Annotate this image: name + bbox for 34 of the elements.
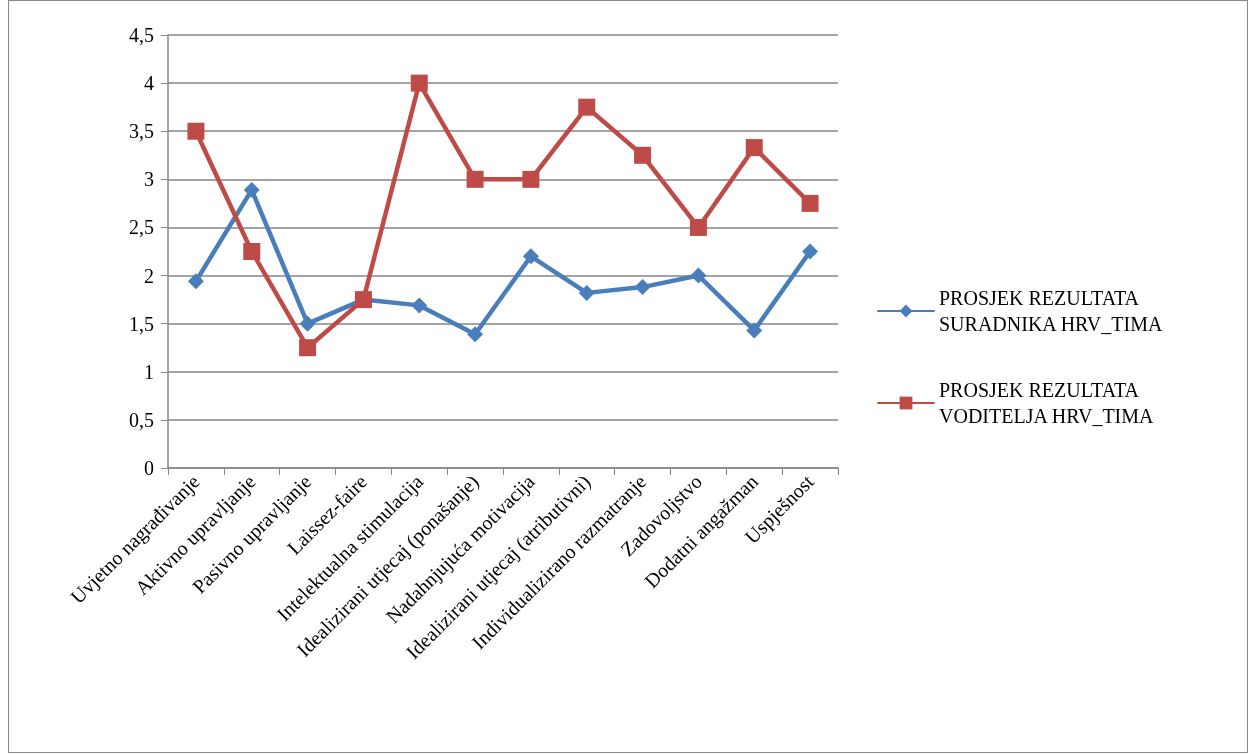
y-tick-label: 3 xyxy=(144,168,154,191)
point xyxy=(578,98,596,116)
y-tick-label: 1 xyxy=(144,360,154,383)
point xyxy=(411,297,428,314)
point xyxy=(299,339,317,357)
point xyxy=(801,194,819,212)
y-tick-label: 3,5 xyxy=(129,120,154,143)
point xyxy=(243,243,261,260)
point xyxy=(467,326,484,343)
point xyxy=(522,170,540,188)
point xyxy=(187,273,204,290)
point xyxy=(802,243,819,260)
point xyxy=(299,315,316,332)
y-tick-label: 0 xyxy=(144,457,154,479)
point xyxy=(689,218,707,236)
point xyxy=(634,279,651,296)
y-tick-label: 2,5 xyxy=(129,216,154,239)
point xyxy=(243,181,260,198)
point xyxy=(634,146,652,164)
point xyxy=(578,284,595,301)
point xyxy=(746,322,763,339)
point xyxy=(410,74,428,92)
y-tick-label: 4,5 xyxy=(129,24,154,46)
y-tick-label: 2 xyxy=(144,264,154,287)
y-tick-label: 1,5 xyxy=(129,312,154,335)
legend-label: PROSJEK REZULTATA VODITELJA HRV_TIMA xyxy=(939,379,1155,427)
y-tick-label: 4 xyxy=(144,72,154,95)
legend-label: PROSJEK REZULTATA SURADNIKA HRV_TIMA xyxy=(939,287,1163,335)
point xyxy=(690,267,707,284)
y-tick-label: 0,5 xyxy=(129,408,154,431)
point xyxy=(466,170,484,188)
point xyxy=(187,122,205,140)
point xyxy=(745,139,763,157)
point xyxy=(522,248,539,265)
